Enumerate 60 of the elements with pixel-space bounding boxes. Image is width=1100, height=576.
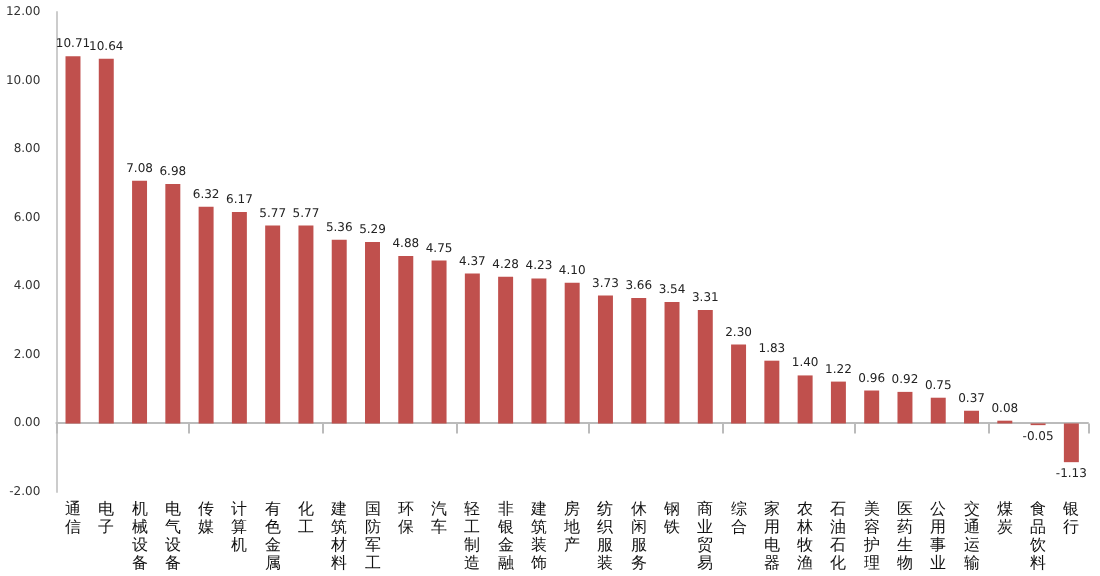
- x-tick-label: 农林牧渔: [795, 500, 814, 572]
- x-tick-label: 非银金融: [495, 500, 514, 572]
- bar: [964, 410, 980, 424]
- bar: [797, 375, 813, 424]
- bar: [431, 260, 447, 424]
- bar: [930, 397, 946, 424]
- x-tick-label: 家用电器: [763, 500, 780, 572]
- x-tick-label: 传媒: [198, 500, 215, 536]
- bar: [365, 242, 380, 424]
- bar: [198, 206, 214, 424]
- bar: [98, 58, 114, 424]
- x-tick-label: 汽车: [431, 500, 448, 536]
- x-tick-label: 电子: [98, 500, 115, 536]
- x-tick-label: 国防军工: [364, 500, 381, 572]
- bar: [298, 225, 314, 424]
- bar: [165, 184, 181, 424]
- bar: [764, 360, 780, 424]
- x-tick-label: 建筑装饰: [528, 500, 547, 572]
- x-tick-label: 化工: [297, 500, 314, 536]
- bar: [65, 56, 81, 424]
- x-tick-label: 公用事业: [930, 500, 947, 572]
- bar: [631, 297, 647, 424]
- x-tick-label: 计算机: [231, 500, 248, 554]
- bar: [231, 211, 247, 424]
- bar: [498, 276, 514, 424]
- x-tick-label: 环保: [397, 500, 414, 536]
- x-tick-label: 银行: [1061, 500, 1080, 536]
- x-tick-label: 石油石化: [830, 500, 847, 572]
- bar: [830, 381, 846, 424]
- bar: [331, 239, 347, 424]
- x-tick-label: 通信: [64, 500, 81, 536]
- x-tick-label: 煤炭: [996, 500, 1013, 536]
- bar: [864, 390, 880, 424]
- x-tick-label: 美容护理: [861, 500, 880, 572]
- x-tick-label: 机械设备: [131, 500, 148, 572]
- bar: [398, 256, 414, 424]
- bar: [731, 344, 747, 424]
- bar: [265, 225, 281, 424]
- x-tick-label: 电气设备: [164, 500, 181, 572]
- bar: [564, 282, 580, 424]
- bar: [664, 302, 680, 424]
- x-tick-label: 交通运输: [963, 500, 980, 572]
- bar: [897, 391, 913, 424]
- bar: [464, 273, 480, 424]
- x-tick-label: 轻工制造: [464, 500, 481, 572]
- x-tick-label: 有色金属: [264, 500, 281, 572]
- bar: [697, 309, 713, 424]
- x-tick-label: 食品饮料: [1028, 500, 1047, 572]
- x-tick-label: 钢铁: [662, 500, 681, 536]
- bar: [597, 295, 613, 424]
- bar: [1063, 423, 1079, 463]
- x-tick-label: 建筑材料: [329, 500, 348, 572]
- x-tick-label: 休闲服务: [630, 500, 647, 572]
- x-tick-label: 商业贸易: [697, 500, 714, 572]
- x-tick-label: 综合: [730, 500, 747, 536]
- x-tick-label: 房地产: [562, 500, 581, 554]
- bar: [531, 278, 547, 424]
- x-tick-label: 纺织服装: [597, 500, 614, 572]
- bar: [132, 180, 148, 424]
- x-tick-label: 医药生物: [896, 500, 913, 572]
